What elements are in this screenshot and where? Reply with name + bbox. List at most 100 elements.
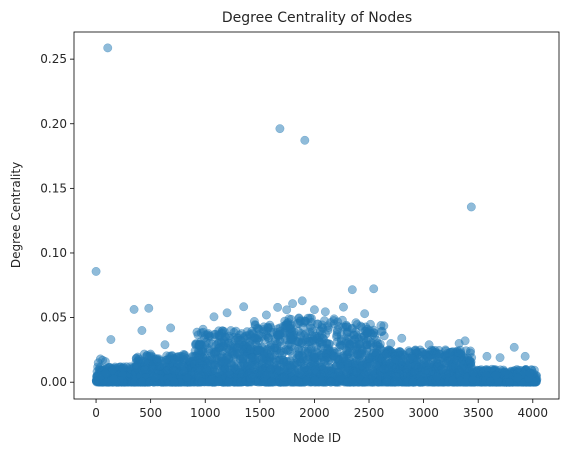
data-point	[234, 336, 244, 345]
data-point	[301, 317, 311, 326]
data-point	[323, 321, 333, 331]
data-point	[229, 359, 239, 368]
data-point	[106, 335, 116, 345]
x-axis: 0 500 1000 1500 2000 2500 3000 3500 4000	[92, 399, 548, 420]
data-point	[139, 349, 149, 359]
chart-title: Degree Centrality of Nodes	[222, 10, 412, 26]
x-tick-label: 500	[139, 406, 162, 420]
data-point	[222, 308, 232, 318]
data-point	[412, 357, 422, 367]
data-point	[324, 366, 333, 376]
x-tick-label: 1000	[190, 406, 221, 420]
data-point	[267, 377, 277, 387]
data-point	[214, 376, 224, 386]
data-point	[279, 347, 289, 357]
data-point	[262, 370, 271, 380]
data-point	[137, 326, 147, 335]
data-point	[140, 365, 150, 374]
plot-area	[91, 43, 542, 387]
data-point	[503, 370, 513, 380]
data-point	[103, 43, 113, 53]
data-point	[336, 330, 346, 340]
x-tick-label: 3500	[463, 406, 494, 420]
data-point	[282, 305, 292, 315]
data-point	[279, 372, 289, 382]
y-tick-label: 0.15	[40, 181, 67, 195]
data-point	[168, 365, 178, 375]
data-point	[369, 284, 379, 294]
data-point	[294, 365, 304, 375]
data-point	[355, 357, 365, 367]
y-tick-label: 0.10	[40, 246, 67, 260]
data-point	[297, 337, 307, 347]
data-point	[309, 305, 319, 315]
data-point	[319, 355, 329, 365]
data-point	[383, 347, 393, 357]
data-point	[441, 345, 450, 355]
data-point	[246, 344, 256, 354]
data-point	[250, 333, 260, 343]
data-point	[449, 363, 459, 373]
data-point	[217, 338, 227, 348]
data-point	[525, 368, 535, 378]
data-point	[249, 317, 259, 326]
data-point	[443, 356, 453, 366]
data-point	[160, 340, 170, 350]
data-point	[285, 321, 295, 331]
x-tick-label: 2000	[299, 406, 330, 420]
data-point	[132, 362, 142, 372]
x-tick-label: 2500	[354, 406, 385, 420]
data-point	[320, 307, 330, 317]
data-point	[513, 373, 523, 383]
data-point	[339, 302, 348, 312]
data-point	[226, 326, 236, 336]
data-point	[370, 331, 379, 341]
data-point	[351, 339, 361, 349]
data-point	[221, 346, 231, 355]
data-point	[382, 377, 392, 387]
x-tick-label: 0	[92, 406, 100, 420]
data-point	[310, 365, 320, 374]
data-point	[351, 327, 361, 337]
data-point	[203, 344, 213, 354]
data-point	[361, 377, 371, 387]
data-point	[166, 323, 176, 333]
data-point	[169, 377, 179, 387]
data-point	[174, 352, 184, 362]
data-point	[447, 375, 457, 385]
data-point	[239, 302, 249, 312]
data-point	[411, 346, 421, 356]
y-tick-label: 0.25	[40, 52, 67, 66]
data-point	[220, 363, 230, 373]
data-point	[224, 377, 234, 387]
data-point	[244, 354, 254, 364]
data-point	[330, 348, 340, 358]
data-point	[273, 302, 283, 312]
data-point	[109, 374, 119, 384]
data-point	[466, 202, 476, 212]
data-point	[211, 347, 221, 357]
data-point	[495, 353, 505, 363]
data-point	[368, 366, 378, 376]
y-tick-label: 0.05	[40, 311, 67, 325]
data-point	[281, 335, 290, 344]
data-point	[424, 340, 434, 350]
y-axis-label: Degree Centrality	[9, 162, 23, 268]
data-point	[179, 366, 189, 376]
data-point	[197, 377, 207, 387]
data-point	[203, 366, 212, 376]
data-point	[393, 348, 403, 358]
data-point	[297, 296, 307, 306]
x-tick-label: 3000	[408, 406, 439, 420]
data-point	[392, 372, 401, 382]
data-point	[137, 377, 147, 387]
data-point	[468, 368, 478, 378]
data-point	[387, 362, 397, 372]
data-point	[362, 324, 372, 334]
data-point	[337, 315, 347, 325]
data-point	[195, 340, 205, 350]
y-tick-label: 0.20	[40, 117, 67, 131]
data-point	[221, 354, 231, 364]
data-point	[423, 365, 433, 375]
data-point	[353, 349, 363, 359]
